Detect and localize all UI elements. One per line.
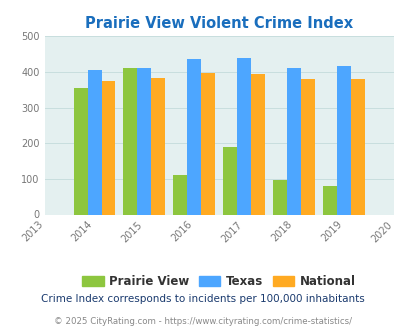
Title: Prairie View Violent Crime Index: Prairie View Violent Crime Index (85, 16, 352, 31)
Text: © 2025 CityRating.com - https://www.cityrating.com/crime-statistics/: © 2025 CityRating.com - https://www.city… (54, 317, 351, 326)
Bar (322, 186, 336, 214)
Bar (201, 73, 215, 215)
Bar (137, 68, 151, 215)
Bar (73, 88, 87, 214)
Bar (251, 75, 264, 214)
Bar (123, 68, 137, 215)
Bar (151, 78, 165, 214)
Text: Crime Index corresponds to incidents per 100,000 inhabitants: Crime Index corresponds to incidents per… (41, 294, 364, 304)
Bar (350, 79, 364, 214)
Bar (336, 66, 350, 214)
Legend: Prairie View, Texas, National: Prairie View, Texas, National (77, 270, 360, 293)
Bar (173, 175, 187, 214)
Bar (286, 68, 300, 215)
Bar (187, 59, 201, 215)
Bar (273, 180, 286, 214)
Bar (300, 79, 314, 214)
Bar (101, 81, 115, 214)
Bar (87, 70, 101, 214)
Bar (237, 58, 251, 214)
Bar (223, 148, 237, 214)
